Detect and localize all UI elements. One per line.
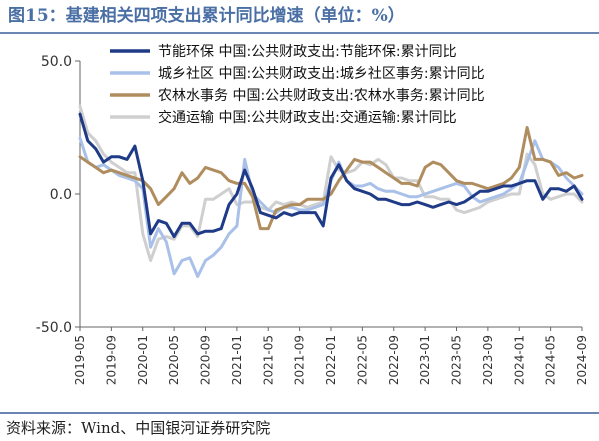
legend-entry: 农林水事务 中国:公共财政支出:农林水事务:累计同比 [158, 88, 485, 104]
series-line-0 [78, 112, 584, 239]
legend-entry: 城乡社区 中国:公共财政支出:城乡社区事务:累计同比 [158, 66, 485, 82]
x-tick-label: 2021-09 [293, 335, 307, 385]
y-tick-label: 50.0 [41, 54, 72, 70]
x-tick-label: 2023-09 [481, 335, 495, 385]
series-layer [78, 104, 584, 278]
x-tick-label: 2021-01 [230, 335, 244, 385]
x-tick-label: 2022-09 [387, 335, 401, 385]
x-tick-label: 2019-05 [73, 335, 87, 385]
source-note: 资料来源：Wind、中国银河证券研究院 [6, 419, 271, 437]
legend-entry: 节能环保 中国:公共财政支出:节能环保:累计同比 [158, 44, 457, 60]
x-tick-label: 2023-01 [418, 335, 432, 385]
x-tick-label: 2024-01 [512, 335, 526, 385]
top-rule [0, 32, 599, 34]
x-tick-label: 2022-01 [324, 335, 338, 385]
x-tick-label: 2023-05 [450, 335, 464, 385]
x-tick-label: 2020-05 [167, 335, 181, 385]
x-tick-label: 2024-05 [544, 335, 558, 385]
x-tick-label: 2024-09 [575, 335, 589, 385]
chart-title: 图15：基建相关四项支出累计同比增速（单位：%） [8, 6, 405, 26]
legend-entry: 交通运输 中国:公共财政支出:交通运输:累计同比 [158, 109, 457, 126]
bottom-rule [0, 412, 599, 414]
y-tick-label: 0.0 [50, 187, 72, 203]
x-tick-label: 2020-01 [136, 335, 150, 385]
y-tick-label: -50.0 [36, 320, 72, 336]
x-tick-label: 2019-09 [104, 335, 118, 385]
series-line-2 [78, 126, 584, 231]
x-tick-label: 2022-05 [355, 335, 369, 385]
x-tick-label: 2020-09 [199, 335, 213, 385]
x-tick-label: 2021-05 [261, 335, 275, 385]
